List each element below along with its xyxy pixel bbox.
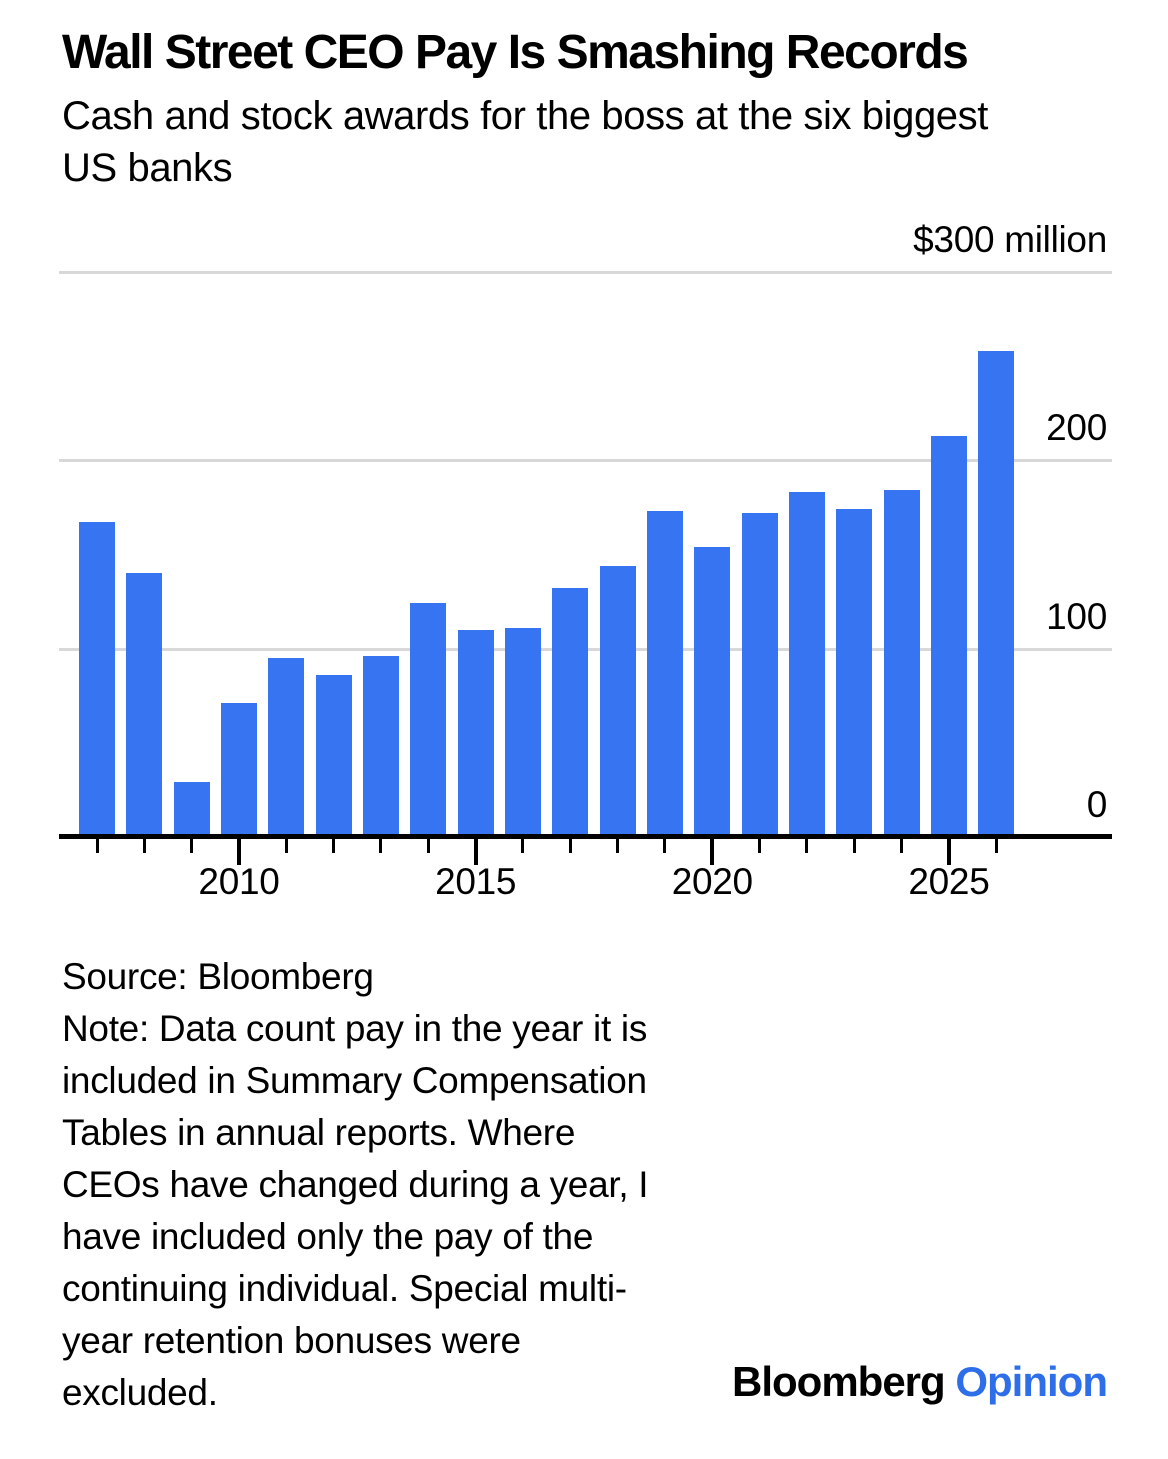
note-text: Note: Data count pay in the year it is i… (62, 1008, 649, 1413)
bar-2019 (646, 511, 683, 837)
bar-2022 (788, 492, 825, 837)
bar-2018 (599, 565, 636, 837)
bar-2015 (457, 629, 494, 837)
bar-2014 (410, 603, 447, 837)
gridline-200 (59, 459, 1112, 463)
y-axis-label-300: $300 million (913, 219, 1107, 260)
opinion-logo-text: Opinion (955, 1358, 1108, 1405)
x-tick-2018 (616, 839, 620, 853)
bar-2009 (173, 782, 210, 837)
x-tick-2026 (994, 839, 998, 853)
gridline-300 (59, 271, 1112, 274)
x-tick-2009 (190, 839, 194, 853)
bar-2007 (79, 522, 115, 837)
bar-2017 (552, 588, 589, 837)
y-axis-label-100: 100 (1046, 595, 1107, 637)
x-axis-label-2010: 2010 (198, 861, 280, 902)
x-axis-line (59, 834, 1112, 839)
bar-2026 (978, 351, 1015, 837)
page-subtitle: Cash and stock awards for the boss at th… (62, 94, 988, 190)
x-tick-2007 (95, 839, 99, 853)
x-tick-2010 (236, 839, 241, 865)
x-axis-label-2025: 2025 (908, 861, 990, 902)
x-tick-2014 (426, 839, 430, 853)
bloomberg-opinion-logo: Bloomberg Opinion (732, 1358, 1108, 1406)
bar-2023 (836, 509, 873, 837)
bar-2021 (741, 513, 778, 837)
x-tick-2017 (568, 839, 572, 853)
bar-2024 (883, 490, 920, 837)
x-tick-2015 (473, 839, 478, 865)
x-tick-2020 (710, 839, 715, 865)
bar-2008 (126, 573, 163, 837)
x-tick-2012 (332, 839, 336, 853)
x-tick-2013 (379, 839, 383, 853)
y-axis-label-0: 0 (1086, 784, 1108, 825)
x-tick-2022 (805, 839, 809, 853)
bar-2012 (315, 675, 352, 837)
y-axis-label-200: 200 (1046, 407, 1107, 449)
x-tick-2008 (142, 839, 146, 853)
x-axis-label-2020: 2020 (671, 861, 753, 902)
bar-2016 (504, 627, 541, 837)
source-text: Source: Bloomberg (62, 956, 374, 997)
bloomberg-logo-text: Bloomberg (732, 1358, 946, 1405)
x-tick-2011 (284, 839, 288, 853)
x-tick-2023 (852, 839, 856, 853)
x-tick-2024 (900, 839, 904, 853)
x-tick-2021 (758, 839, 762, 853)
x-tick-2019 (663, 839, 667, 853)
x-axis-label-2015: 2015 (435, 861, 517, 902)
bar-2011 (268, 658, 305, 837)
bar-2013 (362, 656, 399, 837)
page-title: Wall Street CEO Pay Is Smashing Records (62, 26, 969, 79)
bar-2010 (220, 703, 257, 837)
x-tick-2016 (521, 839, 525, 853)
x-tick-2025 (946, 839, 951, 865)
bar-2020 (694, 546, 731, 837)
bar-2025 (930, 435, 967, 837)
